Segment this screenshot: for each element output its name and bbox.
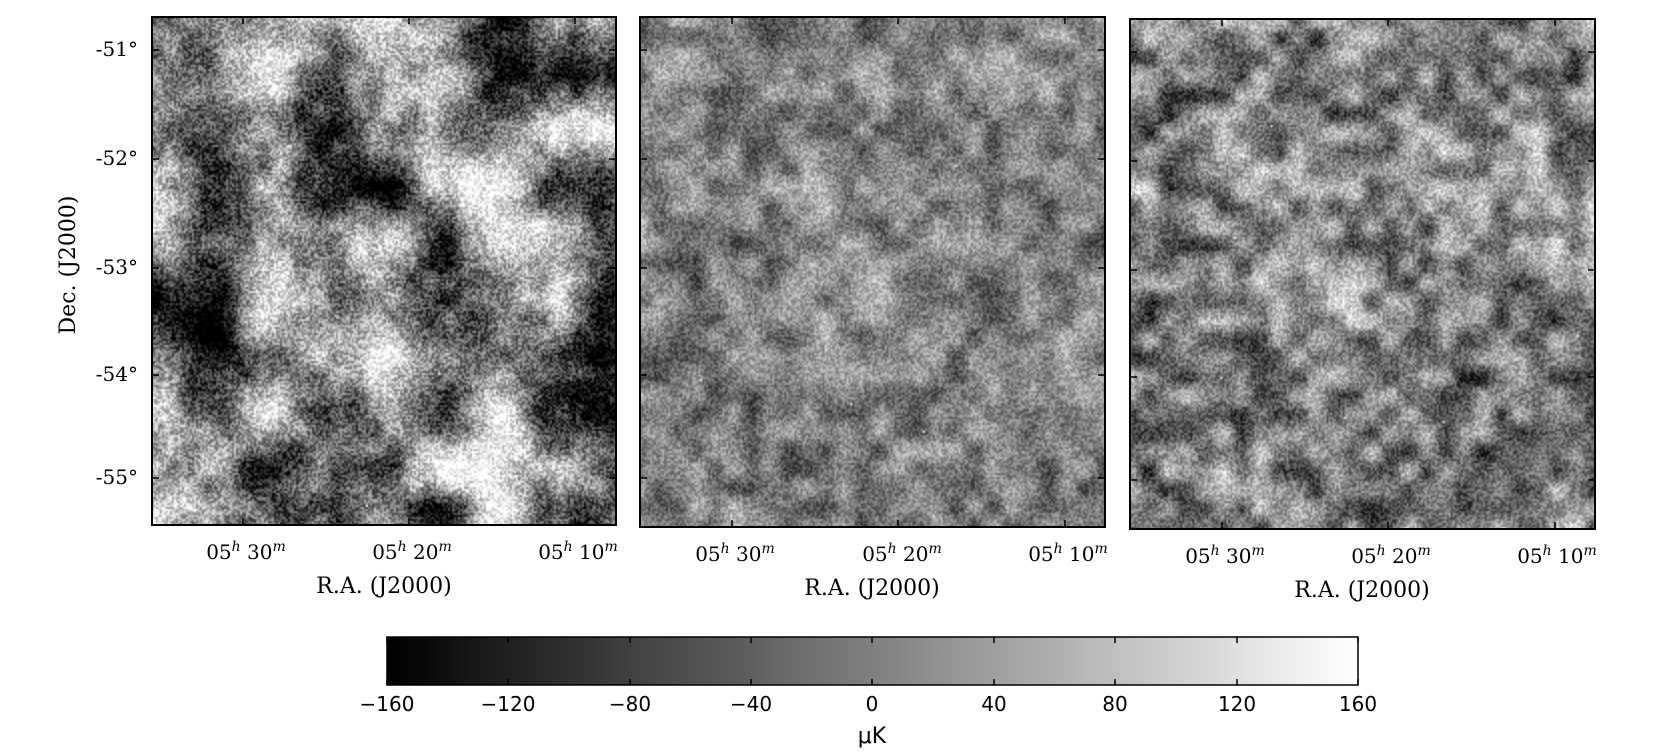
- colorbar-tick-label: 120: [1218, 692, 1256, 716]
- x-tick-label: 05h 10m: [1517, 543, 1597, 568]
- colorbar-tick-label: −40: [730, 692, 772, 716]
- colorbar-tick-label: −120: [481, 692, 536, 716]
- y-ticks-panel-1: [152, 49, 616, 479]
- map-frame: [639, 16, 1106, 528]
- sky-map-image: [1130, 19, 1595, 529]
- colorbar-tick-label: −160: [360, 692, 415, 716]
- x-ticks-panel-3: [1221, 19, 1556, 529]
- x-axis-label: R.A. (J2000): [316, 574, 451, 599]
- x-ticks-panel-2: [731, 17, 1066, 527]
- y-ticks-panel-3: [1130, 51, 1595, 481]
- x-tick-label: 05h 30m: [206, 539, 286, 564]
- colorbar: −160 −120 −80 −40 0 40 80 120 160 μK: [360, 636, 1377, 749]
- x-tick-label: 05h 10m: [1028, 541, 1108, 566]
- sky-map-image: [152, 17, 616, 525]
- map-panel-3: 05h 30m 05h 20m 05h 10m R.A. (J2000): [1129, 18, 1597, 603]
- sky-map-image: [640, 17, 1105, 527]
- x-tick-label: 05h 20m: [862, 541, 942, 566]
- colorbar-tick-label: 0: [866, 692, 879, 716]
- colorbar-tick-label: 40: [981, 692, 1006, 716]
- x-ticks-panel-1: [242, 17, 576, 525]
- y-tick-label: -51°: [96, 37, 138, 61]
- colorbar-tick-label: 160: [1339, 692, 1377, 716]
- y-tick-label: -55°: [96, 465, 138, 489]
- x-tick-label: 05h 20m: [372, 539, 452, 564]
- map-panel-2: 05h 30m 05h 20m 05h 10m R.A. (J2000): [639, 16, 1108, 601]
- x-tick-label: 05h 10m: [538, 539, 618, 564]
- y-tick-label: -53°: [96, 255, 138, 279]
- y-axis-label: Dec. (J2000): [56, 196, 81, 335]
- x-axis-label: R.A. (J2000): [804, 576, 939, 601]
- colorbar-tick-label: 80: [1102, 692, 1127, 716]
- x-tick-label: 05h 20m: [1351, 543, 1431, 568]
- map-frame: [151, 16, 617, 526]
- map-frame: [1129, 18, 1596, 530]
- map-panel-1: 05h 30m 05h 20m 05h 10m R.A. (J2000): [151, 16, 618, 599]
- y-tick-label: -54°: [96, 362, 138, 386]
- y-tick-label: -52°: [96, 146, 138, 170]
- y-ticks-panel-2: [640, 49, 1105, 479]
- x-tick-label: 05h 30m: [695, 541, 775, 566]
- colorbar-tick-label: −80: [609, 692, 651, 716]
- x-axis-label: R.A. (J2000): [1294, 578, 1429, 603]
- colorbar-ticks: [386, 637, 1359, 685]
- x-tick-label: 05h 30m: [1185, 543, 1265, 568]
- colorbar-label: μK: [858, 724, 887, 749]
- colorbar-gradient: [386, 636, 1359, 686]
